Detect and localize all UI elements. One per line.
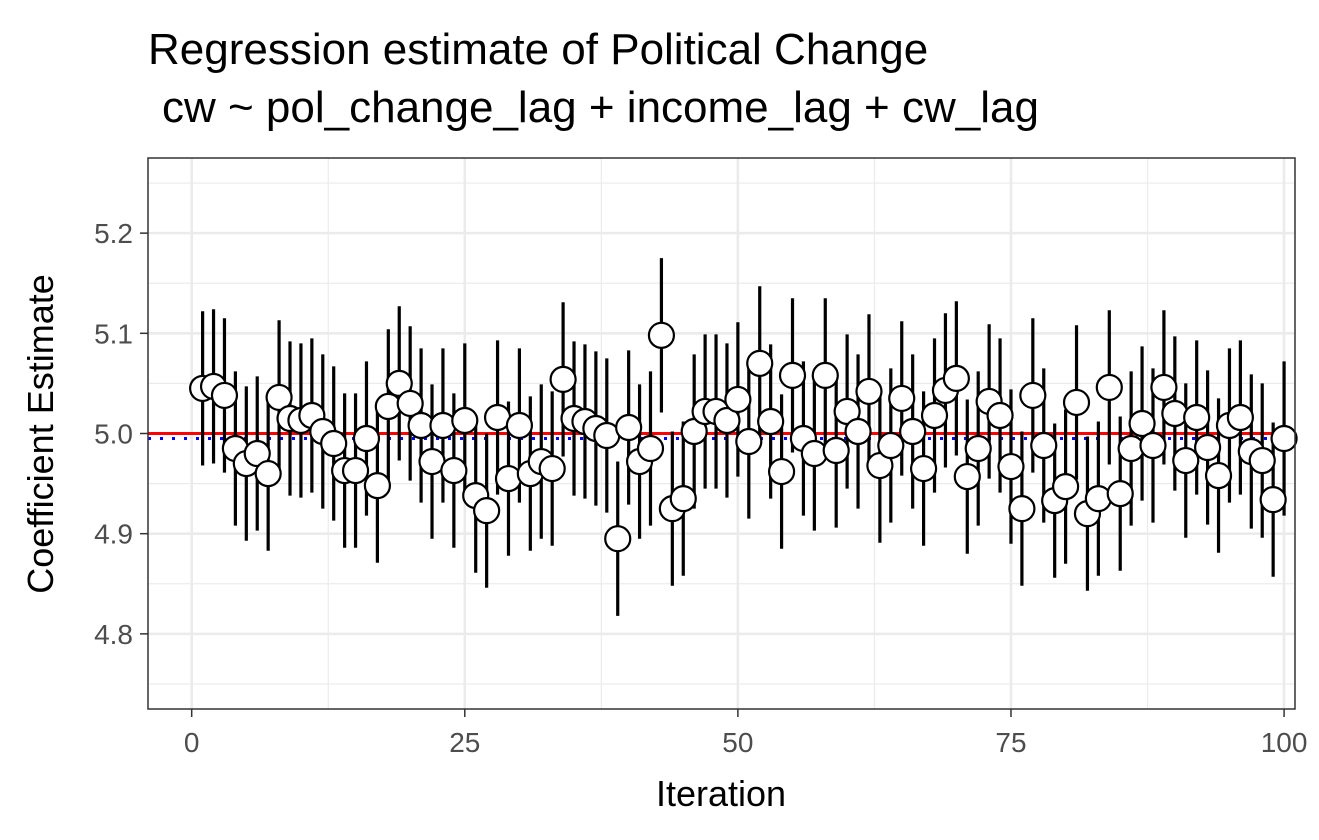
estimate-point [538,454,566,483]
estimate-point [647,321,676,349]
estimate-point [1051,472,1080,501]
estimate-point [210,381,239,410]
estimate-point [888,384,916,413]
y-tick-label: 5.1 [94,318,133,349]
estimate-point [953,462,981,491]
estimate-point [429,411,457,440]
estimate-point [1030,431,1058,460]
estimate-point [1194,433,1222,462]
estimate-point [1183,403,1211,432]
estimate-point [396,389,424,418]
x-tick-label: 25 [449,727,480,758]
y-tick-label: 4.9 [94,519,133,550]
estimate-point [451,406,479,435]
estimate-point [920,401,949,430]
estimate-point [363,471,391,500]
estimate-point [604,525,632,553]
estimate-points [189,321,1298,553]
estimate-point [724,385,752,414]
estimate-point [1019,381,1047,410]
estimate-point [713,406,741,435]
estimate-point [505,411,534,440]
y-tick-label: 5.0 [94,419,133,450]
estimate-point [254,459,282,488]
estimate-point [341,456,370,485]
x-tick-label: 75 [995,727,1026,758]
estimate-point [1248,446,1276,475]
x-tick-label: 50 [722,727,753,758]
estimate-point [1172,446,1200,475]
estimate-point [1062,388,1091,417]
estimate-point [997,452,1025,481]
estimate-point [767,457,796,486]
estimate-point [494,464,523,493]
estimate-point [352,424,381,453]
estimate-point [757,407,785,436]
estimate-point [1270,424,1298,453]
estimate-point [778,361,807,389]
y-axis-title: Coefficient Estimate [20,274,61,593]
x-axis-title: Iteration [656,773,786,814]
y-axis: 4.8 4.9 5.0 5.1 5.2 [94,218,148,650]
estimate-point [942,364,970,392]
estimate-point [265,383,293,412]
estimate-point [440,456,468,485]
chart-subtitle: cw ~ pol_change_lag + income_lag + cw_la… [162,83,1039,132]
estimate-point [1095,373,1123,402]
estimate-point [909,454,938,483]
estimate-point [964,434,992,463]
estimate-point [735,427,763,456]
estimate-point [1139,431,1167,460]
estimate-point [1259,486,1287,514]
estimate-point [636,434,665,463]
estimate-point [473,497,501,525]
estimate-point [1106,480,1134,508]
estimate-point [1226,403,1254,432]
estimate-point [1204,461,1233,490]
estimate-point [855,377,883,406]
estimate-point [822,436,850,465]
estimate-point [811,361,839,389]
y-tick-label: 5.2 [94,218,133,249]
estimate-point [899,417,927,446]
chart-title: Regression estimate of Political Change [148,25,928,74]
estimate-point [549,365,577,394]
plot-panel [147,157,1298,710]
x-tick-label: 100 [1261,727,1308,758]
estimate-point [746,349,774,377]
estimate-point [1008,495,1036,523]
x-axis: 0 25 50 75 100 [184,709,1308,758]
estimate-point [1128,409,1156,438]
estimate-point [844,417,872,446]
estimate-point [1084,485,1112,513]
estimate-point [669,485,697,513]
estimate-point [615,413,643,442]
estimate-point [1161,399,1189,428]
y-tick-label: 4.8 [94,619,133,650]
estimate-point [877,431,905,460]
estimate-point [320,429,348,458]
estimate-point [986,401,1014,430]
x-tick-label: 0 [184,727,200,758]
estimate-point [1150,373,1178,402]
